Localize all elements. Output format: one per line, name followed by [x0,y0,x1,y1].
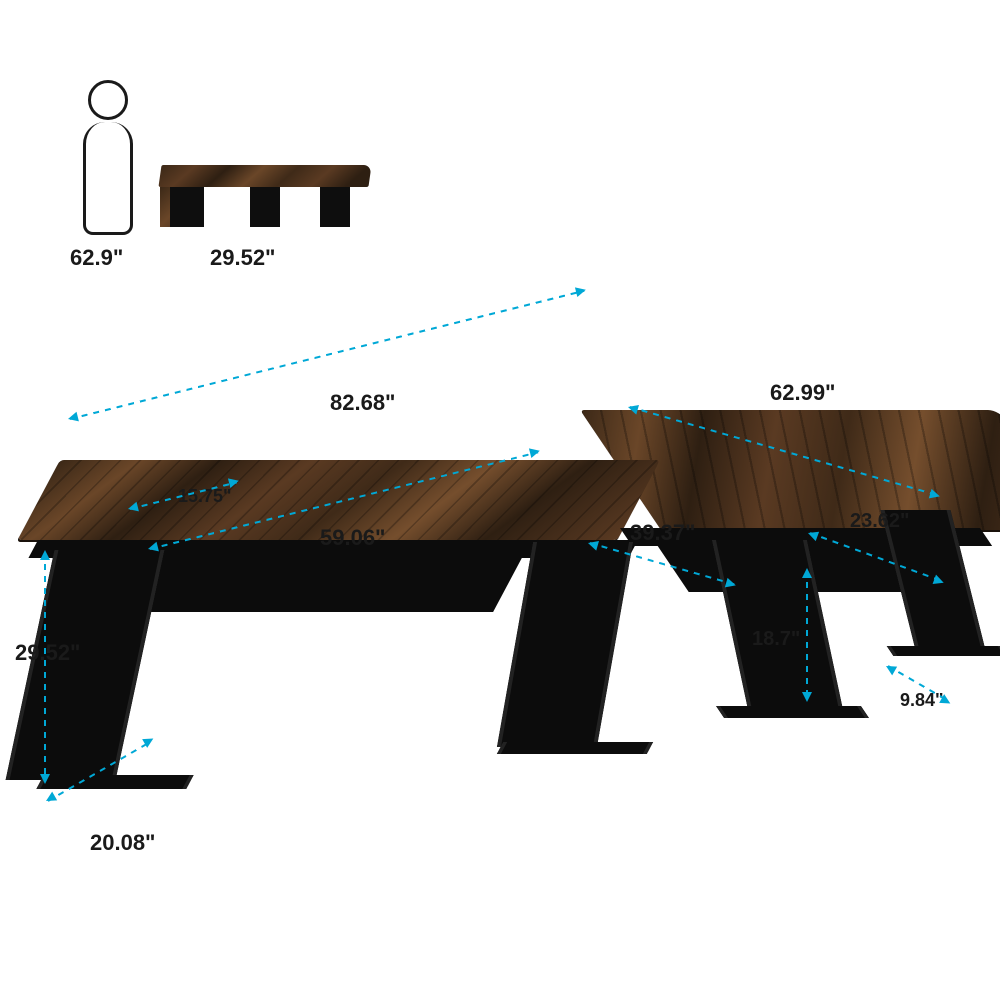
dimension-line [70,290,585,420]
dimension-label: 29.52" [15,640,80,666]
dimension-line [44,552,46,782]
dimension-label: 82.68" [330,390,395,416]
dimension-line [806,570,808,700]
l-shaped-desk-graphic [60,420,940,840]
dimension-label: 62.9" [70,245,123,271]
product-dimension-infographic: 62.9"29.52"82.68"62.99"15.75"59.06"39.37… [0,0,1000,1000]
dimension-label: 59.06" [320,525,385,551]
dimension-label: 62.99" [770,380,835,406]
dimension-label: 39.37" [630,520,695,546]
mini-desk-graphic [160,165,370,240]
dimension-label: 23.62" [850,510,910,533]
human-scale-icon [80,80,135,230]
dimension-label: 29.52" [210,245,275,271]
dimension-label: 20.08" [90,830,155,856]
dimension-label: 18.7" [752,628,800,651]
